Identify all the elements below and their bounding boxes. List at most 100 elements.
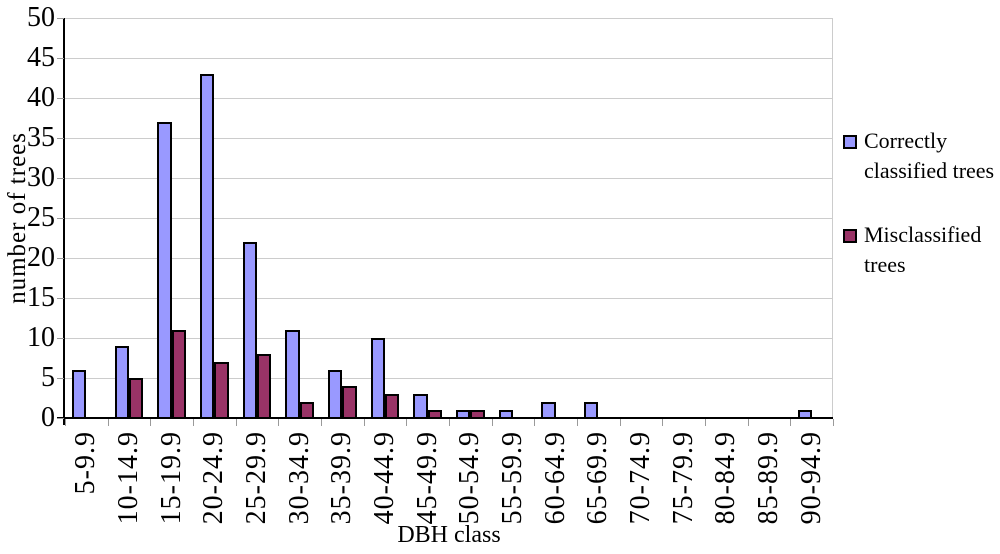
- x-axis-tick-label-text: 65-69.9: [582, 431, 614, 525]
- x-axis-tick: [790, 419, 792, 426]
- y-axis-tick: [57, 18, 64, 19]
- x-axis-tick-labels: 5-9.9 10-14.9 15-19.9 20-24.9 25-29.9 30-34.9…: [65, 431, 833, 526]
- x-axis-tick-label-text: 5-9.9: [70, 431, 102, 495]
- bar: [214, 362, 229, 418]
- gridline: [65, 258, 833, 259]
- x-axis-tick: [491, 419, 493, 426]
- bar: [370, 338, 386, 418]
- x-axis-tick: [321, 419, 322, 426]
- y-axis-tick-label: 35: [27, 122, 55, 153]
- x-axis-tick-label-text: 60-64.9: [539, 431, 571, 525]
- y-axis-tick: [57, 218, 64, 219]
- y-axis-tick: [57, 378, 64, 379]
- x-axis-tick-label: 65-69.9: [582, 431, 614, 524]
- x-axis-tick-label: 35-39.9: [326, 431, 358, 524]
- category-group: [65, 18, 108, 418]
- plot-area: [65, 18, 833, 418]
- gridline: [65, 338, 833, 339]
- y-axis-title-text: number of trees: [4, 132, 31, 304]
- category-group: [492, 18, 535, 418]
- x-axis-tick-label: 5-9.9: [70, 431, 102, 494]
- legend-label-correctly-classified: Correctly classified trees: [864, 128, 995, 183]
- legend-swatch-misclassified: [843, 229, 857, 243]
- x-axis-tick: [107, 419, 109, 426]
- x-axis-tick: [662, 419, 664, 426]
- x-axis-tick-label-text: 75-79.9: [667, 431, 699, 525]
- x-axis-tick-label: 25-29.9: [241, 431, 273, 524]
- bar: [257, 354, 272, 418]
- x-axis-tick-label-text: 55-59.9: [497, 431, 528, 525]
- category-group: [449, 18, 492, 418]
- gridline: [65, 58, 833, 59]
- y-axis-tick: [57, 298, 64, 299]
- x-axis-line: [57, 417, 833, 419]
- bar: [797, 410, 812, 418]
- gridline: [65, 18, 833, 19]
- x-axis-tick-label-text: 70-74.9: [625, 431, 656, 525]
- y-axis-tick-label: 25: [27, 202, 55, 233]
- y-axis-tick: [57, 178, 64, 179]
- gridlines-layer: [65, 18, 833, 418]
- x-axis-tick-label: 15-19.9: [156, 431, 188, 524]
- bar: [541, 402, 556, 418]
- category-group: [193, 18, 236, 418]
- gridline: [65, 218, 833, 219]
- legend-label-misclassified: Misclassified trees: [864, 222, 982, 277]
- x-axis-tick-label: 45-49.9: [412, 431, 444, 524]
- category-group: [748, 18, 791, 418]
- y-axis-tick-label: 50: [27, 2, 55, 33]
- y-axis-tick-label: 20: [27, 242, 55, 273]
- x-axis-tick: [705, 419, 706, 426]
- x-axis-tick-label-text: 10-14.9: [113, 431, 144, 525]
- category-group: [534, 18, 577, 418]
- x-axis-tick-label-text: 90-94.9: [795, 431, 827, 525]
- x-axis-tick: [577, 419, 578, 426]
- category-group: [790, 18, 833, 418]
- y-axis-tick-label: 45: [27, 42, 55, 73]
- y-axis-tick: [57, 258, 64, 259]
- x-axis-tick-label-text: 80-84.9: [710, 431, 742, 525]
- category-group: [705, 18, 748, 418]
- gridline: [65, 378, 833, 379]
- y-axis-tick: [57, 138, 64, 139]
- x-axis-tick: [833, 419, 834, 426]
- category-group: [406, 18, 449, 418]
- legend-item-correctly-classified: Correctly classified trees: [843, 126, 999, 186]
- legend-swatch-correctly-classified: [843, 135, 857, 149]
- x-axis-tick-label: 60-64.9: [540, 431, 572, 524]
- x-axis-tick-label: 50-54.9: [454, 431, 486, 524]
- x-axis-tick-label: 70-74.9: [625, 431, 657, 524]
- bar: [342, 386, 357, 418]
- x-axis-tick-label: 85-89.9: [753, 431, 785, 524]
- x-axis-tick: [747, 419, 749, 426]
- category-group: [321, 18, 364, 418]
- gridline: [65, 138, 833, 139]
- x-axis-tick-label: 75-79.9: [668, 431, 700, 524]
- x-axis-tick: [449, 419, 450, 426]
- bar: [427, 410, 442, 418]
- x-axis-tick-label-text: 15-19.9: [155, 431, 187, 525]
- gridline: [65, 178, 833, 179]
- bar: [129, 378, 144, 418]
- category-group: [108, 18, 151, 418]
- x-axis-tick: [150, 419, 152, 426]
- y-axis-tick-label: 40: [27, 82, 55, 113]
- y-axis-tick-label: 30: [27, 162, 55, 193]
- bar: [72, 370, 87, 418]
- bar: [171, 330, 186, 418]
- category-group: [150, 18, 193, 418]
- y-axis-tick-label: 15: [27, 282, 55, 313]
- x-axis-tick: [65, 419, 66, 426]
- y-axis-tick-label: 10: [27, 322, 55, 353]
- category-group: [278, 18, 321, 418]
- x-axis-tick-label-text: 25-29.9: [241, 431, 272, 525]
- bar: [200, 74, 215, 418]
- bar: [114, 346, 129, 418]
- x-axis-tick-label: 90-94.9: [796, 431, 828, 524]
- x-axis-tick-label: 80-84.9: [710, 431, 742, 524]
- x-axis-tick-label-text: 40-44.9: [369, 431, 400, 525]
- gridline: [65, 298, 833, 299]
- x-axis-tick: [193, 419, 194, 426]
- x-axis-tick-label: 55-59.9: [497, 431, 529, 524]
